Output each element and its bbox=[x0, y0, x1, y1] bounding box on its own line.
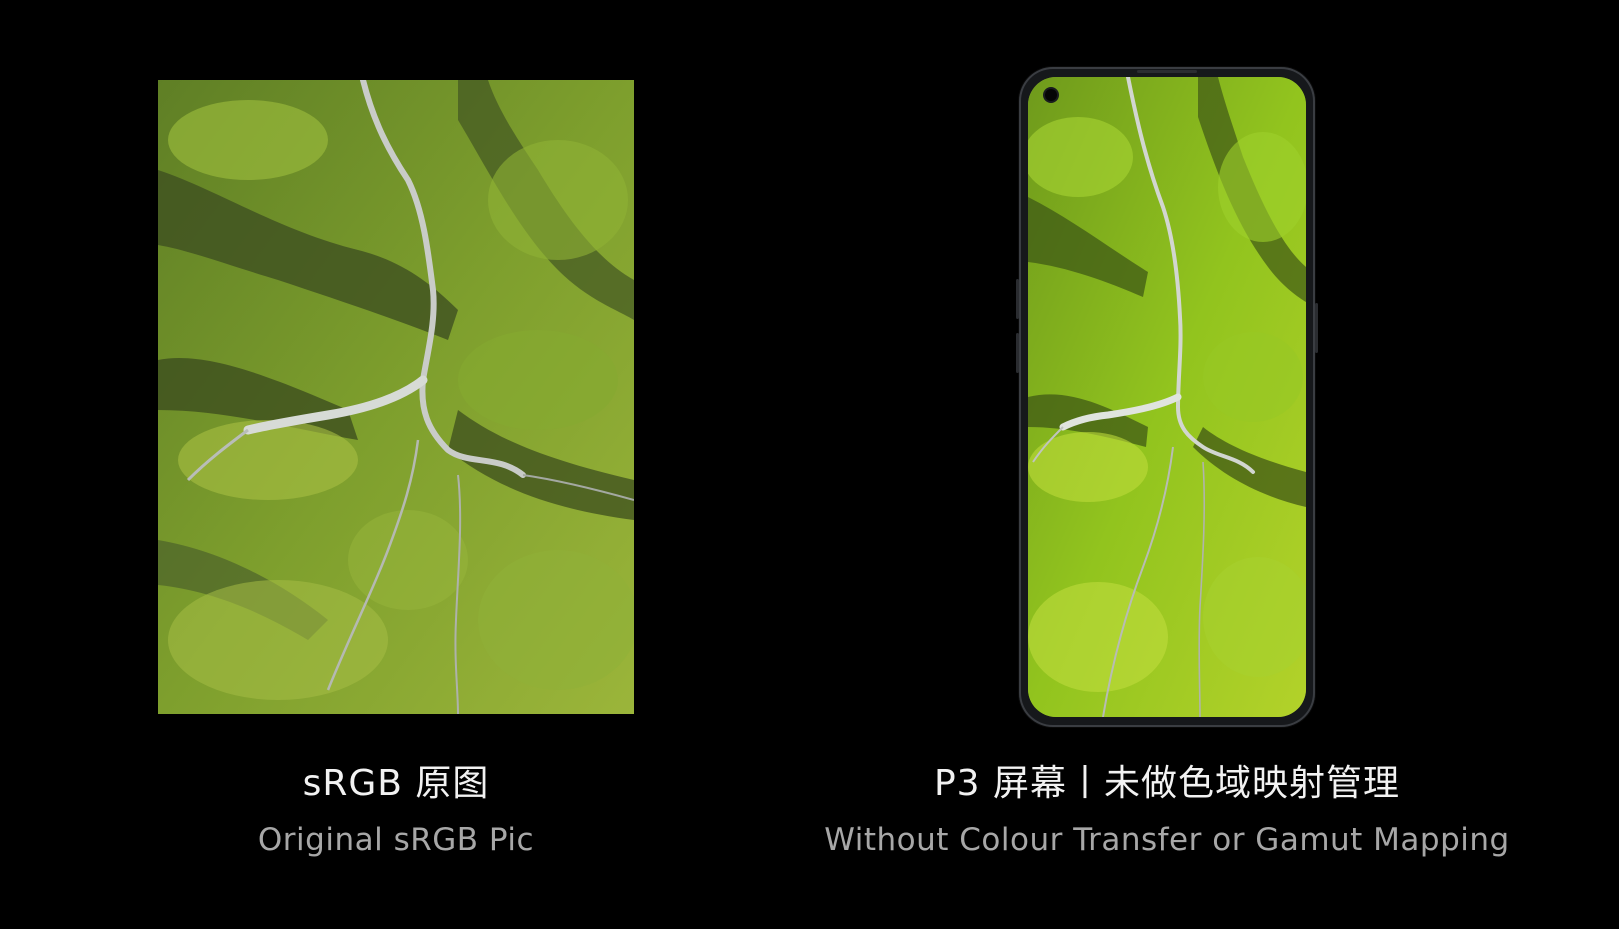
p3-canyon-landscape-image bbox=[1028, 77, 1306, 717]
phone-device bbox=[1016, 67, 1318, 727]
right-subtitle: Without Colour Transfer or Gamut Mapping bbox=[824, 822, 1510, 858]
original-srgb-photo bbox=[158, 80, 634, 714]
power-button bbox=[1315, 303, 1318, 353]
canyon-landscape-image bbox=[158, 80, 634, 714]
volume-up-button bbox=[1016, 279, 1019, 319]
volume-down-button bbox=[1016, 333, 1019, 373]
right-title: P3 屏幕丨未做色域映射管理 bbox=[933, 763, 1401, 804]
earpiece-speaker bbox=[1137, 70, 1197, 73]
front-camera-icon bbox=[1045, 89, 1057, 101]
phone-screen bbox=[1028, 77, 1306, 717]
left-caption: sRGB 原图 Original sRGB Pic bbox=[158, 762, 634, 860]
right-caption: P3 屏幕丨未做色域映射管理 Without Colour Transfer o… bbox=[790, 762, 1544, 860]
left-subtitle: Original sRGB Pic bbox=[257, 822, 535, 858]
left-title: sRGB 原图 bbox=[302, 763, 490, 804]
